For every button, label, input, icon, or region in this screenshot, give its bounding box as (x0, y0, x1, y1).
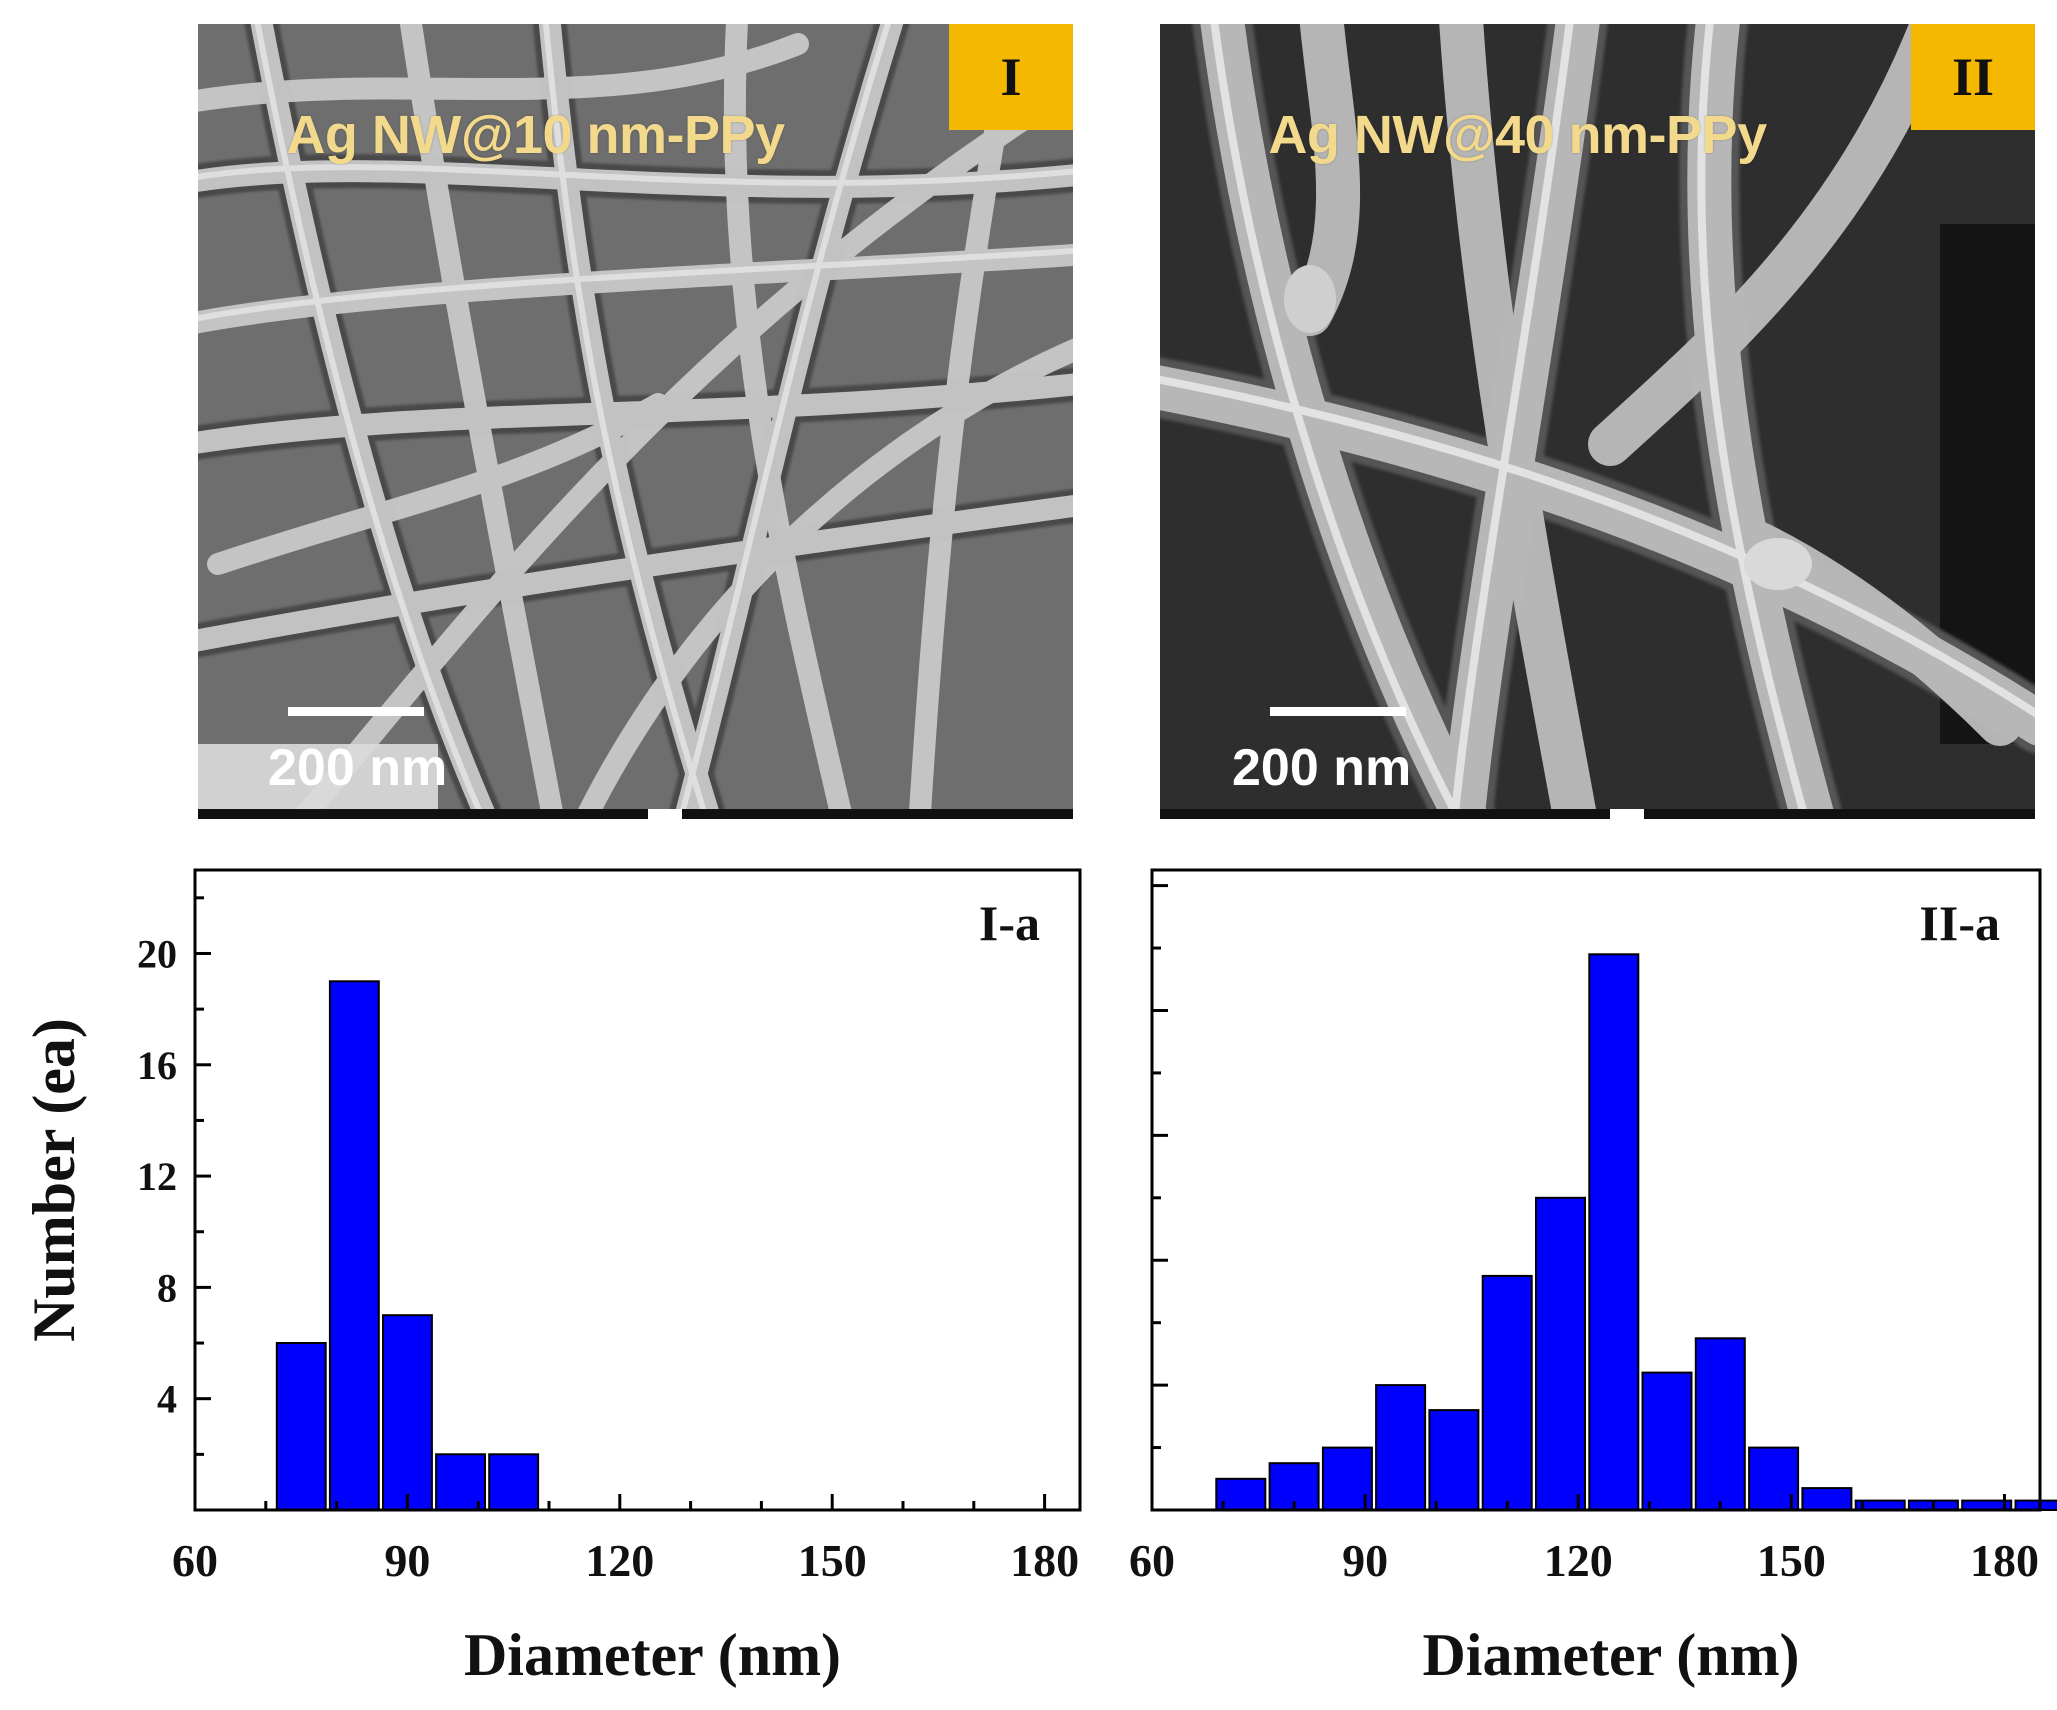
y-axis-title: Number (ea) (21, 1018, 87, 1342)
info-strip (198, 809, 1073, 819)
scale-bar-label: 200 nm (268, 739, 448, 797)
plot-frame (1150, 868, 2042, 1512)
plot-frame (193, 868, 1082, 1512)
y-tick-label: 16 (137, 1043, 177, 1088)
histogram-bar (275, 1342, 327, 1511)
x-tick-label: 90 (384, 1535, 430, 1586)
x-tick-label: 60 (172, 1535, 218, 1586)
histogram-bar (1801, 1487, 1853, 1511)
x-tick-label: 180 (1010, 1535, 1079, 1586)
panel-label: I-a (979, 895, 1040, 951)
panel-label: II-a (1919, 895, 2000, 951)
x-tick-label: 120 (1544, 1535, 1613, 1586)
x-axis-title: Diameter (nm) (1422, 1622, 1799, 1688)
micrograph-image-ii (1160, 24, 2035, 819)
x-tick-label: 150 (798, 1535, 867, 1586)
histogram-bar (328, 980, 380, 1511)
histogram-bar (1641, 1371, 1693, 1511)
micrograph-panel-i: Ag NW@10 nm-PPy I 200 nm (198, 24, 1073, 819)
histogram-bar (382, 1314, 433, 1511)
scale-bar (288, 707, 424, 716)
x-tick-label: 60 (1129, 1535, 1175, 1586)
histogram-bar (488, 1453, 540, 1512)
histogram-bar (1375, 1384, 1427, 1511)
scale-bar-label: 200 nm (1232, 739, 1412, 797)
histogram-bar (1535, 1196, 1586, 1512)
info-strip (1160, 809, 2035, 819)
y-tick-label: 4 (157, 1377, 177, 1422)
panel-tag: II (1911, 24, 2035, 130)
micrograph-label: Ag NW@10 nm-PPy (286, 105, 785, 165)
micrograph-panel-ii: Ag NW@40 nm-PPy II 200 nm (1160, 24, 2035, 819)
y-tick-label: 20 (137, 931, 177, 976)
x-tick-label: 120 (585, 1535, 654, 1586)
scale-bar (1270, 707, 1406, 716)
histogram-bar (1321, 1446, 1373, 1511)
x-axis-title: Diameter (nm) (464, 1622, 841, 1688)
histogram-bar (435, 1453, 487, 1512)
x-tick-label: 180 (1970, 1535, 2039, 1586)
x-tick-label: 90 (1342, 1535, 1388, 1586)
panel-tag: I (949, 24, 1073, 130)
y-tick-label: 8 (157, 1265, 177, 1310)
y-tick-label: 12 (137, 1154, 177, 1199)
histogram-bar (1588, 953, 1640, 1511)
histogram-bar (1694, 1337, 1746, 1512)
histogram-bar (1481, 1274, 1533, 1512)
histogram-bar (1428, 1409, 1480, 1511)
x-tick-label: 150 (1757, 1535, 1826, 1586)
micrograph-label: Ag NW@40 nm-PPy (1268, 105, 1767, 165)
micrograph-image-i (198, 24, 1073, 819)
